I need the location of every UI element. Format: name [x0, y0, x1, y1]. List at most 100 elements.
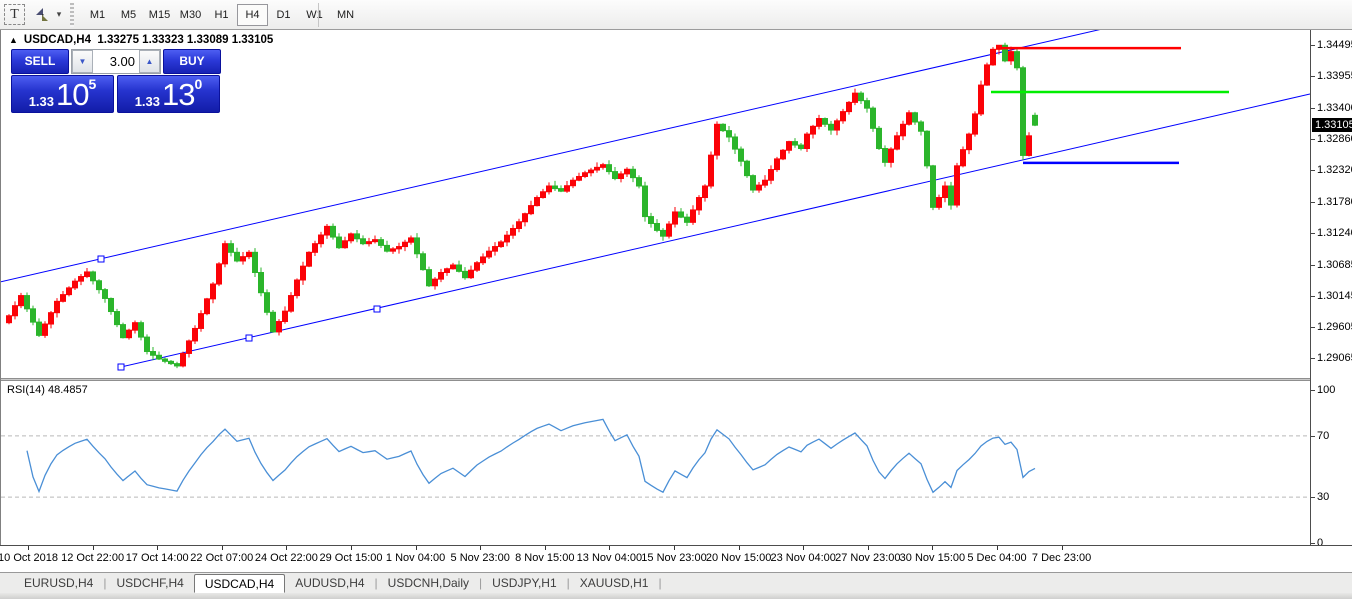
candle: [486, 246, 492, 259]
chart-window: ▲ USDCAD,H4 1.33275 1.33323 1.33089 1.331…: [0, 30, 1352, 549]
volume-increase-button[interactable]: ▲: [139, 50, 160, 73]
candle: [612, 166, 618, 181]
trendline-handle[interactable]: [117, 363, 125, 371]
candle: [744, 159, 750, 178]
axis-tick: [1311, 45, 1315, 46]
axis-tick: [1311, 358, 1315, 360]
channel-upper-trendline[interactable]: [1, 30, 1111, 284]
axis-tick: [1311, 327, 1315, 328]
time-tick: [932, 546, 934, 550]
trendline-handle[interactable]: [373, 305, 381, 313]
sell-price-panel[interactable]: 1.33 10 5: [11, 75, 114, 113]
axis-tick: [1311, 264, 1315, 266]
sell-button[interactable]: SELL: [11, 49, 69, 74]
candle: [654, 219, 660, 233]
axis-tick: [1311, 170, 1315, 172]
collapse-quote-panel-icon[interactable]: ▲: [9, 35, 18, 45]
channel-lower-trendline[interactable]: [120, 93, 1310, 368]
chart-tab-usdjpy[interactable]: USDJPY,H1: [492, 576, 557, 590]
candle: [408, 235, 414, 245]
candle: [306, 251, 312, 268]
timeframe-button-w1[interactable]: W1: [306, 9, 323, 21]
candle: [876, 126, 882, 150]
time-axis-label: 27 Nov 23:00: [835, 552, 901, 564]
time-axis-label: 22 Oct 07:00: [190, 552, 254, 564]
candle: [102, 287, 108, 303]
rsi-axis-label: 30: [1317, 491, 1330, 504]
candle: [444, 267, 450, 276]
sell-price-pips: 10: [56, 77, 89, 112]
time-axis-label: 5 Nov 23:00: [450, 552, 510, 564]
candle: [228, 240, 234, 257]
axis-tick: [1311, 390, 1315, 391]
rsi-axis-label: 70: [1317, 429, 1330, 442]
candle: [240, 252, 246, 265]
candle: [540, 188, 546, 199]
dropdown-caret-icon[interactable]: ▾: [56, 9, 62, 19]
candle: [222, 240, 228, 268]
timeframe-button-m5[interactable]: M5: [120, 9, 137, 21]
timeframe-button-m15[interactable]: M15: [148, 9, 171, 21]
axis-tick: [1311, 139, 1315, 141]
candle: [894, 131, 900, 151]
toolbar-grip[interactable]: [70, 3, 74, 27]
axis-tick: [1311, 232, 1315, 234]
price-axis-label: 1.31780: [1317, 195, 1352, 208]
chart-tab-usdchf[interactable]: USDCHF,H4: [116, 576, 184, 590]
time-tick: [28, 546, 29, 550]
time-axis-label: 17 Oct 14:00: [125, 552, 189, 564]
volume-decrease-button[interactable]: ▼: [72, 50, 93, 73]
time-tick: [351, 546, 352, 550]
candle: [528, 200, 534, 216]
timeframe-button-d1[interactable]: D1: [276, 9, 291, 21]
candle: [480, 253, 486, 266]
timeframe-button-m1[interactable]: M1: [89, 9, 106, 21]
buy-price-panel[interactable]: 1.33 13 0: [117, 75, 220, 113]
trendline-handle[interactable]: [97, 255, 105, 263]
volume-input[interactable]: [93, 50, 139, 73]
candle: [588, 167, 594, 177]
timeframe-button-h4[interactable]: H4: [237, 4, 268, 26]
candle: [54, 298, 60, 318]
sell-price-prefix: 1.33: [28, 94, 55, 109]
candle: [204, 297, 210, 316]
chart-tab-audusd[interactable]: AUDUSD,H4: [295, 576, 365, 590]
candle: [774, 156, 780, 172]
candle: [594, 162, 600, 173]
time-axis-label: 5 Dec 04:00: [967, 552, 1027, 564]
candle: [192, 325, 198, 345]
trendline-handle[interactable]: [245, 334, 253, 342]
candle: [600, 162, 606, 170]
candle: [66, 286, 72, 297]
candle: [354, 230, 360, 243]
chart-tab-xauusd[interactable]: XAUUSD,H1: [579, 576, 649, 590]
candle: [888, 147, 894, 168]
buy-button[interactable]: BUY: [163, 49, 221, 74]
timeframe-button-h1[interactable]: H1: [214, 9, 229, 21]
candle: [18, 292, 24, 309]
candle: [384, 240, 390, 253]
buy-price-pips: 13: [162, 77, 195, 112]
candle: [822, 117, 828, 128]
axis-tick: [1311, 295, 1315, 297]
crosshair-arrows-icon[interactable]: [30, 4, 52, 25]
chart-tab-eurusd[interactable]: EURUSD,H4: [24, 576, 94, 590]
candle: [366, 237, 372, 247]
timeframe-button-m30[interactable]: M30: [179, 9, 202, 21]
candle: [1014, 47, 1020, 71]
candle: [954, 162, 960, 208]
candle: [684, 213, 690, 226]
candle: [906, 110, 912, 126]
panel-splitter[interactable]: [1, 378, 1352, 381]
candle: [282, 306, 288, 324]
chart-tab-usdcad[interactable]: USDCAD,H4: [193, 574, 286, 593]
candle: [714, 121, 720, 160]
candle: [78, 273, 84, 286]
candle: [792, 138, 798, 148]
text-label-tool-button[interactable]: T: [4, 4, 25, 25]
chart-tab-usdcnh[interactable]: USDCNH,Daily: [387, 576, 470, 590]
candle: [546, 182, 552, 195]
candle: [828, 120, 834, 135]
timeframe-button-mn[interactable]: MN: [336, 9, 355, 21]
candle: [432, 277, 438, 290]
